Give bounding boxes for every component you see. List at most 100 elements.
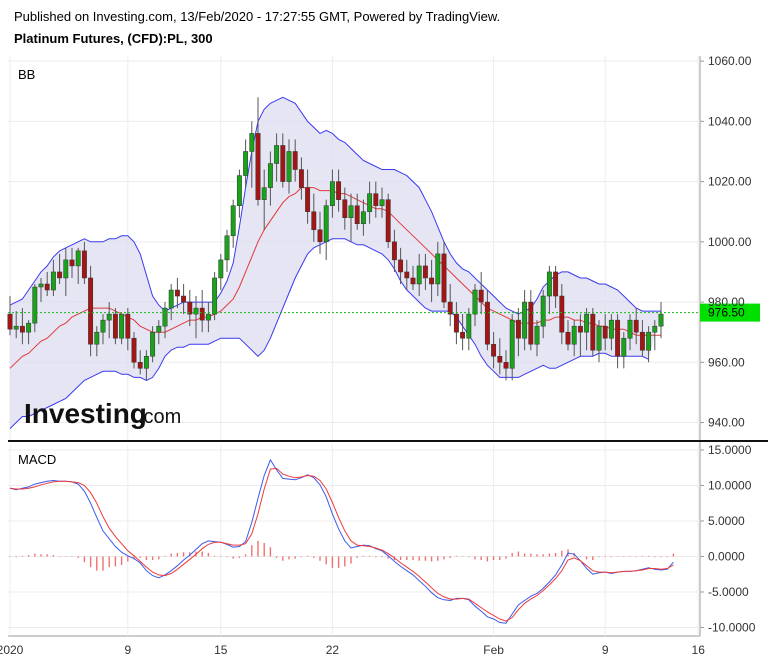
candle-body [81, 250, 87, 279]
bb-band-fill [10, 97, 661, 429]
candle-body [497, 356, 503, 363]
candle [292, 139, 298, 182]
candle-body [156, 325, 162, 333]
candle-body [13, 325, 19, 330]
candle-body [627, 319, 633, 339]
candle-body [472, 289, 478, 315]
candle [112, 308, 118, 345]
candle-body [187, 301, 193, 315]
candle-body [224, 235, 230, 261]
candle-body [329, 181, 335, 206]
candle-body [69, 259, 75, 267]
candle [323, 199, 329, 260]
time-tick-label: 16 [692, 643, 706, 657]
candle [360, 199, 366, 236]
candle [379, 187, 385, 218]
candle-body [422, 265, 428, 279]
candle [19, 308, 25, 345]
candle [125, 308, 131, 351]
candle-body [416, 265, 422, 285]
candle [571, 320, 577, 357]
candle-body [509, 319, 515, 369]
candle-body [453, 313, 459, 333]
candle [621, 332, 627, 369]
candle-body [646, 331, 652, 351]
candle-body [559, 295, 565, 333]
time-tick-label: 2020 [0, 643, 24, 657]
candle-body [100, 319, 106, 333]
macd-lines [9, 458, 674, 624]
candle [280, 133, 286, 188]
candle [286, 139, 292, 194]
candle [162, 302, 168, 339]
candle [528, 290, 534, 351]
candle-body [590, 313, 596, 351]
candle [435, 241, 441, 297]
candle [615, 314, 621, 369]
macd-tick-label: 15.0000 [708, 443, 752, 457]
candle-body [577, 325, 583, 333]
signal-line [9, 467, 674, 622]
candle [181, 283, 187, 315]
candle-body [478, 289, 484, 303]
candle [230, 199, 236, 248]
candle-body [342, 199, 348, 218]
candle-body [168, 289, 174, 309]
candle [168, 283, 174, 321]
candle [199, 290, 205, 333]
candle-body [584, 313, 590, 333]
candle-body [218, 259, 224, 279]
candlesticks [7, 97, 664, 381]
candle [658, 302, 664, 339]
candle [274, 133, 280, 182]
candle [342, 187, 348, 230]
candle [137, 350, 143, 375]
candle-body [249, 133, 255, 152]
candle [26, 320, 32, 345]
candle [515, 308, 521, 357]
candle [261, 169, 267, 230]
bb-tick-label: 1040.00 [708, 114, 752, 128]
bb-tick-label: 960.00 [708, 355, 745, 369]
candle-body [410, 277, 416, 285]
candle [218, 253, 224, 291]
candle-body [596, 325, 602, 351]
candle [373, 181, 379, 218]
candle [385, 193, 391, 248]
candle-body [360, 211, 366, 225]
candle [57, 253, 63, 284]
candle [553, 265, 559, 309]
bb-upper-line [9, 96, 661, 315]
candle-body [491, 343, 497, 357]
candle [224, 229, 230, 272]
candle [484, 290, 490, 351]
bb-tick-label: 980.00 [708, 295, 745, 309]
candle [633, 308, 639, 345]
macd-tick-label: 5.0000 [708, 514, 745, 528]
candle [429, 259, 435, 303]
candle [602, 314, 608, 351]
candle [416, 253, 422, 297]
candle-body [267, 163, 273, 188]
bb-basis-line [9, 187, 661, 369]
candle [193, 296, 199, 339]
candle-body [119, 313, 125, 339]
candle-body [658, 313, 664, 327]
candle [298, 157, 304, 200]
candle [596, 320, 602, 363]
candle-body [205, 313, 211, 321]
candle-body [379, 199, 385, 206]
macd-tick-label: 10.0000 [708, 478, 752, 492]
candle-body [429, 277, 435, 285]
candle [267, 151, 273, 206]
bollinger-band [9, 96, 661, 429]
candle-body [181, 295, 187, 303]
bb-price-axis: 1060.00 1040.00 1020.00 1000.00 980.00 960.00… [700, 54, 752, 430]
candle [156, 320, 162, 345]
candle-body [286, 151, 292, 182]
candle-body [305, 187, 311, 212]
candle-body [230, 205, 236, 237]
candle-body [447, 301, 453, 315]
macd-tick-label: -5.0000 [708, 585, 749, 599]
candle [639, 320, 645, 357]
